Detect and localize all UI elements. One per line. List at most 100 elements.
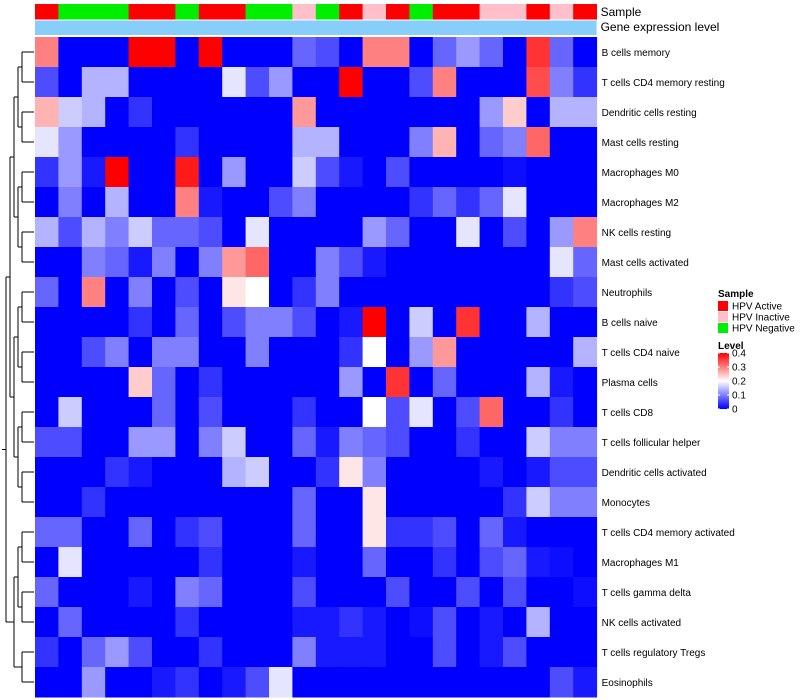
heatmap-cell <box>503 397 527 428</box>
row-label: NK cells resting <box>602 228 671 239</box>
heatmap-cell <box>105 607 130 638</box>
heatmap-cell <box>175 247 200 278</box>
heatmap-cell <box>315 457 340 488</box>
heatmap-cell <box>81 397 106 428</box>
sample-annotation-cell <box>432 4 457 20</box>
sample-annotation-cell <box>479 4 504 20</box>
heatmap-cell <box>58 157 83 188</box>
row-label: T cells CD4 memory resting <box>602 78 725 89</box>
heatmap-cell <box>269 307 293 338</box>
sample-annotation-cell <box>198 4 223 20</box>
heatmap-cell <box>152 187 176 218</box>
sample-annotation-cell <box>81 4 106 20</box>
heatmap-cell <box>222 577 247 608</box>
heatmap-cell <box>128 667 153 698</box>
heatmap-cell <box>573 187 598 218</box>
heatmap-cell <box>222 427 247 458</box>
heatmap-cell <box>503 247 527 278</box>
heatmap-cell <box>175 577 200 608</box>
heatmap-cell <box>479 457 504 488</box>
heatmap-cell <box>58 427 83 458</box>
heatmap-cell <box>456 307 481 338</box>
heatmap-cell <box>386 67 410 98</box>
heatmap-cell <box>386 127 410 158</box>
heatmap-cell <box>409 367 434 398</box>
heatmap-cell <box>152 517 176 548</box>
heatmap-cell <box>526 277 551 308</box>
heatmap-cell <box>175 667 200 698</box>
heatmap-cell <box>549 367 574 398</box>
row-label: NK cells activated <box>602 618 681 629</box>
heatmap-cell <box>339 97 364 128</box>
heatmap-cell <box>152 457 176 488</box>
heatmap-cell <box>386 547 410 578</box>
sample-annotation-cell <box>526 4 551 20</box>
heatmap-cell <box>409 307 434 338</box>
heatmap-cell <box>222 127 247 158</box>
heatmap-cell <box>269 97 293 128</box>
heatmap-cell <box>362 187 387 218</box>
heatmap-cell <box>269 547 293 578</box>
heatmap-cell <box>573 487 598 518</box>
heatmap-cell <box>315 667 340 698</box>
heatmap-cell <box>222 397 247 428</box>
heatmap-cell <box>105 37 130 68</box>
row-label: Monocytes <box>602 498 650 509</box>
heatmap-cell <box>222 157 247 188</box>
heatmap-cell <box>549 427 574 458</box>
heatmap-cell <box>292 397 317 428</box>
heatmap-cell <box>222 607 247 638</box>
heatmap-cell <box>35 277 59 308</box>
heatmap-cell <box>362 517 387 548</box>
heatmap-cell <box>456 367 481 398</box>
heatmap-cells <box>35 37 598 698</box>
heatmap-cell <box>105 427 130 458</box>
heatmap-cell <box>362 307 387 338</box>
heatmap-cell <box>35 457 59 488</box>
heatmap-cell <box>222 517 247 548</box>
expression-annotation-bar <box>35 20 597 35</box>
heatmap-cell <box>362 547 387 578</box>
heatmap-cell <box>128 127 153 158</box>
heatmap-cell <box>339 457 364 488</box>
heatmap-cell <box>152 637 176 668</box>
heatmap-cell <box>573 247 598 278</box>
heatmap-cell <box>292 187 317 218</box>
heatmap-cell <box>432 637 457 668</box>
level-tick-label: 0 <box>732 405 738 416</box>
heatmap-cell <box>58 277 83 308</box>
heatmap-cell <box>245 97 270 128</box>
heatmap-cell <box>479 127 504 158</box>
row-label: T cells CD4 memory activated <box>602 528 735 539</box>
heatmap-cell <box>105 187 130 218</box>
row-label: T cells CD8 <box>602 408 654 419</box>
heatmap-cell <box>152 427 176 458</box>
heatmap-cell <box>128 487 153 518</box>
heatmap-cell <box>292 607 317 638</box>
heatmap-cell <box>315 517 340 548</box>
heatmap-cell <box>362 217 387 248</box>
heatmap-cell <box>573 547 598 578</box>
sample-annotation-cell <box>503 4 527 20</box>
heatmap-cell <box>58 37 83 68</box>
heatmap-cell <box>456 217 481 248</box>
heatmap-cell <box>432 217 457 248</box>
heatmap-cell <box>315 277 340 308</box>
level-tick-label: 0.4 <box>732 349 746 360</box>
heatmap-cell <box>362 37 387 68</box>
heatmap-cell <box>549 487 574 518</box>
heatmap-cell <box>386 307 410 338</box>
heatmap-cell <box>269 277 293 308</box>
sample-annotation-cell <box>292 4 317 20</box>
heatmap-cell <box>198 487 223 518</box>
heatmap-cell <box>292 247 317 278</box>
heatmap-cell <box>222 97 247 128</box>
heatmap-cell <box>479 367 504 398</box>
heatmap-cell <box>339 67 364 98</box>
heatmap-cell <box>432 97 457 128</box>
heatmap-cell <box>128 397 153 428</box>
heatmap-cell <box>175 127 200 158</box>
heatmap-cell <box>198 427 223 458</box>
heatmap-cell <box>526 457 551 488</box>
heatmap-cell <box>105 637 130 668</box>
